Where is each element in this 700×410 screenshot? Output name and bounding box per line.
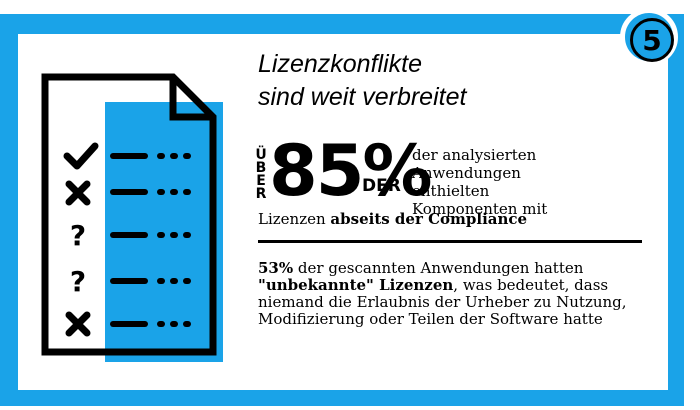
headline-line-1: Lizenzkonflikte [258,50,422,78]
stat-desc-last: Lizenzen abseits der Compliance [258,210,527,228]
question-icon: ? [70,265,86,298]
stat-prefix-letter: Ü [255,147,267,163]
cross-icon [65,180,91,206]
finding-paragraph: 53% der gescannten Anwendungen hatten "u… [258,260,642,328]
stat-suffix: DER [362,176,401,196]
finding-bold: "unbekannte" Lizenzen [258,276,454,294]
finding-text-2: , was bedeutet, dass niemand die Erlaubn… [258,276,627,328]
stat-prefix-letter: R [255,186,267,202]
stat-desc-line: enthielten [412,182,490,200]
stat-value: 85% [269,130,433,212]
document-outline [41,73,217,356]
stat-prefix-letter: E [256,173,266,189]
divider [258,240,642,243]
badge-number: 5 [630,18,674,62]
stat-last-plain: Lizenzen [258,210,331,228]
stat-prefix-letter: B [255,160,267,176]
finding-pct: 53% [258,259,294,277]
check-icon [63,142,99,170]
headline-line-2: sind weit verbreitet [258,83,467,111]
checklist-lines [110,153,191,327]
stat-description: der analysierten Anwendungen enthielten … [412,146,547,218]
stat-last-bold: abseits der Compliance [330,210,528,228]
stat-desc-line: Anwendungen [412,164,521,182]
headline: Lizenzkonflikte sind weit verbreitet [258,48,466,114]
stat-desc-line: der analysierten [412,146,537,164]
finding-text-1: der gescannten Anwendungen hatten [293,259,584,277]
document-fold [169,77,213,121]
document-icon: ? ? [41,73,223,362]
question-icon: ? [70,219,86,252]
number-badge: 5 [620,8,678,66]
cross-icon [65,311,91,337]
stat-desc-line: Komponenten mit [412,200,548,218]
